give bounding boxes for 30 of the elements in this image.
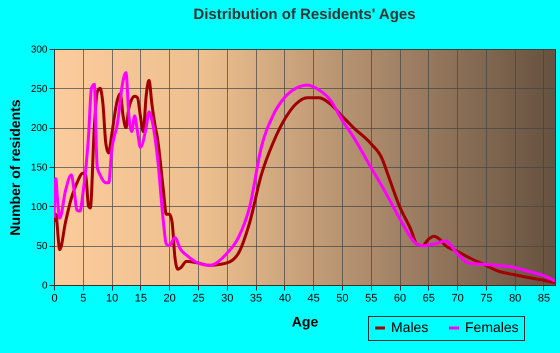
x-tick-label: 10 bbox=[106, 292, 118, 304]
x-axis-title: Age bbox=[292, 314, 318, 330]
y-tick-label: 150 bbox=[30, 162, 48, 174]
x-tick-label: 85 bbox=[538, 292, 550, 304]
x-tick-label: 50 bbox=[336, 292, 349, 304]
x-tick-label: 25 bbox=[192, 292, 205, 304]
legend-label: Females bbox=[465, 319, 519, 335]
x-tick-label: 55 bbox=[365, 292, 378, 304]
x-tick-label: 30 bbox=[221, 292, 234, 304]
y-tick-label: 300 bbox=[30, 44, 48, 56]
x-tick-label: 20 bbox=[164, 292, 176, 304]
x-tick-label: 35 bbox=[250, 292, 262, 304]
legend-label: Males bbox=[391, 319, 428, 335]
x-tick-label: 75 bbox=[480, 292, 493, 304]
x-tick-label: 80 bbox=[509, 292, 522, 304]
x-tick-label: 15 bbox=[134, 292, 148, 304]
y-tick-label: 200 bbox=[30, 123, 48, 134]
chart-title: Distribution of Residents' Ages bbox=[193, 6, 416, 23]
y-tick-label: 100 bbox=[30, 202, 48, 213]
y-axis-title: Number of residents bbox=[6, 99, 23, 236]
y-tick-label: 250 bbox=[30, 84, 48, 95]
x-tick-label: 0 bbox=[51, 292, 58, 304]
x-tick-label: 45 bbox=[308, 292, 320, 304]
x-tick-label: 65 bbox=[422, 292, 435, 304]
x-tick-label: 40 bbox=[278, 292, 291, 304]
x-tick-label: 5 bbox=[80, 292, 86, 304]
x-tick-label: 70 bbox=[451, 292, 464, 304]
y-tick-label: 0 bbox=[42, 280, 48, 292]
y-tick-label: 50 bbox=[36, 241, 48, 252]
x-tick-label: 60 bbox=[394, 292, 406, 304]
